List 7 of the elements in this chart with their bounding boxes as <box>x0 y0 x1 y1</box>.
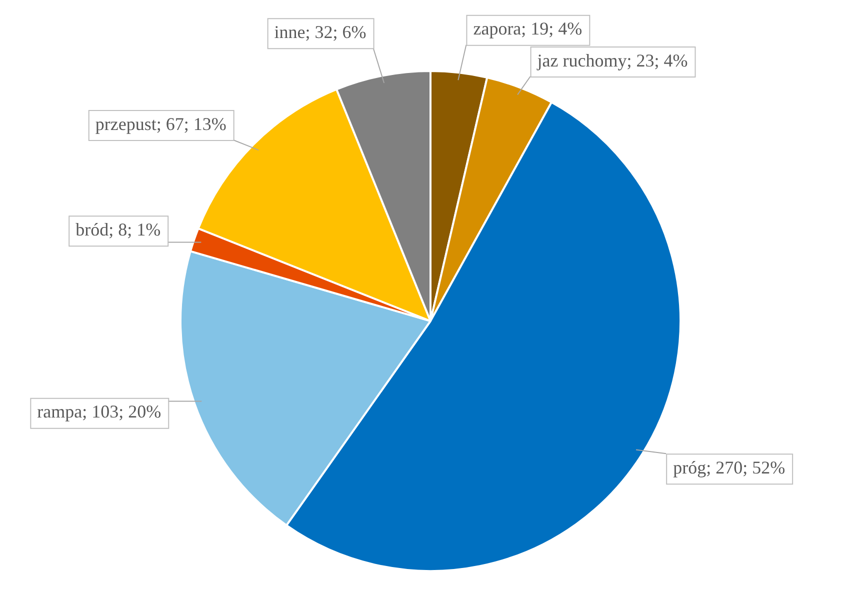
slice-label: bród; 8; 1% <box>76 219 161 240</box>
slice-label: inne; 32; 6% <box>274 22 366 42</box>
slice-label: zapora; 19; 4% <box>473 18 582 39</box>
slice-label: przepust; 67; 13% <box>95 114 226 134</box>
slice-label: rampa; 103; 20% <box>37 402 162 422</box>
slice-label: jaz ruchomy; 23; 4% <box>536 50 688 70</box>
slice-label: próg; 270; 52% <box>673 457 786 478</box>
